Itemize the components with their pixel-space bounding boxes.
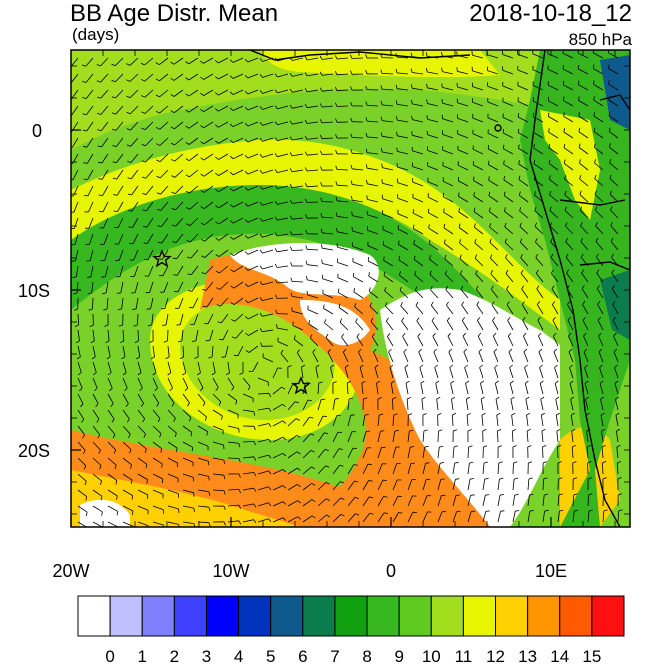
colorbar-label: 11	[455, 647, 473, 666]
colorbar-swatch	[398, 595, 432, 637]
colorbar-label: 0	[105, 647, 114, 666]
colorbar-label: 4	[234, 647, 243, 666]
minor-ticks	[70, 50, 630, 527]
colorbar-label: 7	[330, 647, 339, 666]
colorbar-swatch	[205, 595, 240, 637]
lon-label-0: 0	[386, 561, 396, 581]
colorbar-swatch	[591, 595, 625, 637]
units-label: (days)	[72, 25, 120, 44]
lat-label-10s: 10S	[18, 281, 50, 301]
colorbar-swatch	[270, 595, 304, 637]
lat-label-0: 0	[32, 121, 42, 141]
colorbar-swatch	[238, 595, 272, 637]
african-coastline	[529, 50, 621, 527]
plot-frame	[70, 49, 631, 528]
colorbar-swatch	[77, 595, 111, 637]
border-line-c	[599, 94, 630, 111]
lon-label-20w: 20W	[52, 561, 89, 581]
colorbar-swatch	[559, 595, 593, 637]
colorbar-label: 1	[138, 647, 147, 666]
clean-air-region	[380, 288, 560, 527]
northern-coastline	[249, 50, 471, 61]
lon-label-10e: 10E	[535, 561, 567, 581]
map-title: BB Age Distr. Mean	[70, 0, 279, 27]
star-marker	[291, 376, 311, 395]
colorbar-label: 12	[486, 647, 505, 666]
colorbar-label: 3	[202, 647, 211, 666]
colorbar-label: 2	[170, 647, 179, 666]
star-marker	[152, 249, 172, 268]
pressure-level-label: 850 hPa	[568, 30, 632, 49]
colorbar-label: 10	[422, 647, 441, 666]
clean-patch-mid	[300, 300, 370, 346]
coastlines	[249, 50, 630, 527]
colorbar-swatch	[173, 595, 207, 637]
colorbar-swatch	[527, 595, 561, 637]
border-line-b	[579, 261, 630, 271]
age-field	[71, 50, 630, 527]
border-line-a	[559, 199, 626, 206]
colorbar-swatch	[495, 595, 529, 637]
colorbar-label: 14	[550, 647, 569, 666]
colorbar-label: 15	[582, 647, 601, 666]
yellow-ribbon	[71, 139, 560, 330]
colorbar-label: 8	[362, 647, 371, 666]
land-yellow	[540, 110, 600, 220]
colorbar-swatch	[430, 595, 464, 637]
lat-label-20s: 20S	[18, 441, 50, 461]
colorbar-label: 6	[298, 647, 307, 666]
colorbar-swatch	[141, 595, 175, 637]
colorbar-label: 9	[394, 647, 403, 666]
wind-barbs	[71, 50, 623, 527]
land-deep-blue	[600, 55, 630, 130]
lon-label-10w: 10W	[212, 561, 249, 581]
colorbar-swatch	[462, 595, 497, 637]
clean-patch-southwest	[80, 499, 130, 527]
colorbar-label: 13	[518, 647, 537, 666]
map-date: 2018-10-18_12	[469, 0, 632, 27]
colorbar-swatch	[109, 595, 143, 637]
colorbar-swatch	[366, 595, 400, 637]
site-markers	[152, 249, 311, 395]
colorbar-swatch	[334, 595, 368, 637]
colorbar-label: 5	[266, 647, 275, 666]
clean-patch-north	[230, 242, 379, 300]
island-marker	[494, 124, 502, 132]
colorbar-swatch	[302, 595, 336, 637]
green-band	[71, 185, 520, 360]
land-dark-green	[600, 270, 630, 340]
aged-orange-swirl	[200, 251, 500, 527]
colorbar: 0 1 2 3 4 5 6 7 8 9 10 11 12 13 14 15	[77, 595, 625, 666]
